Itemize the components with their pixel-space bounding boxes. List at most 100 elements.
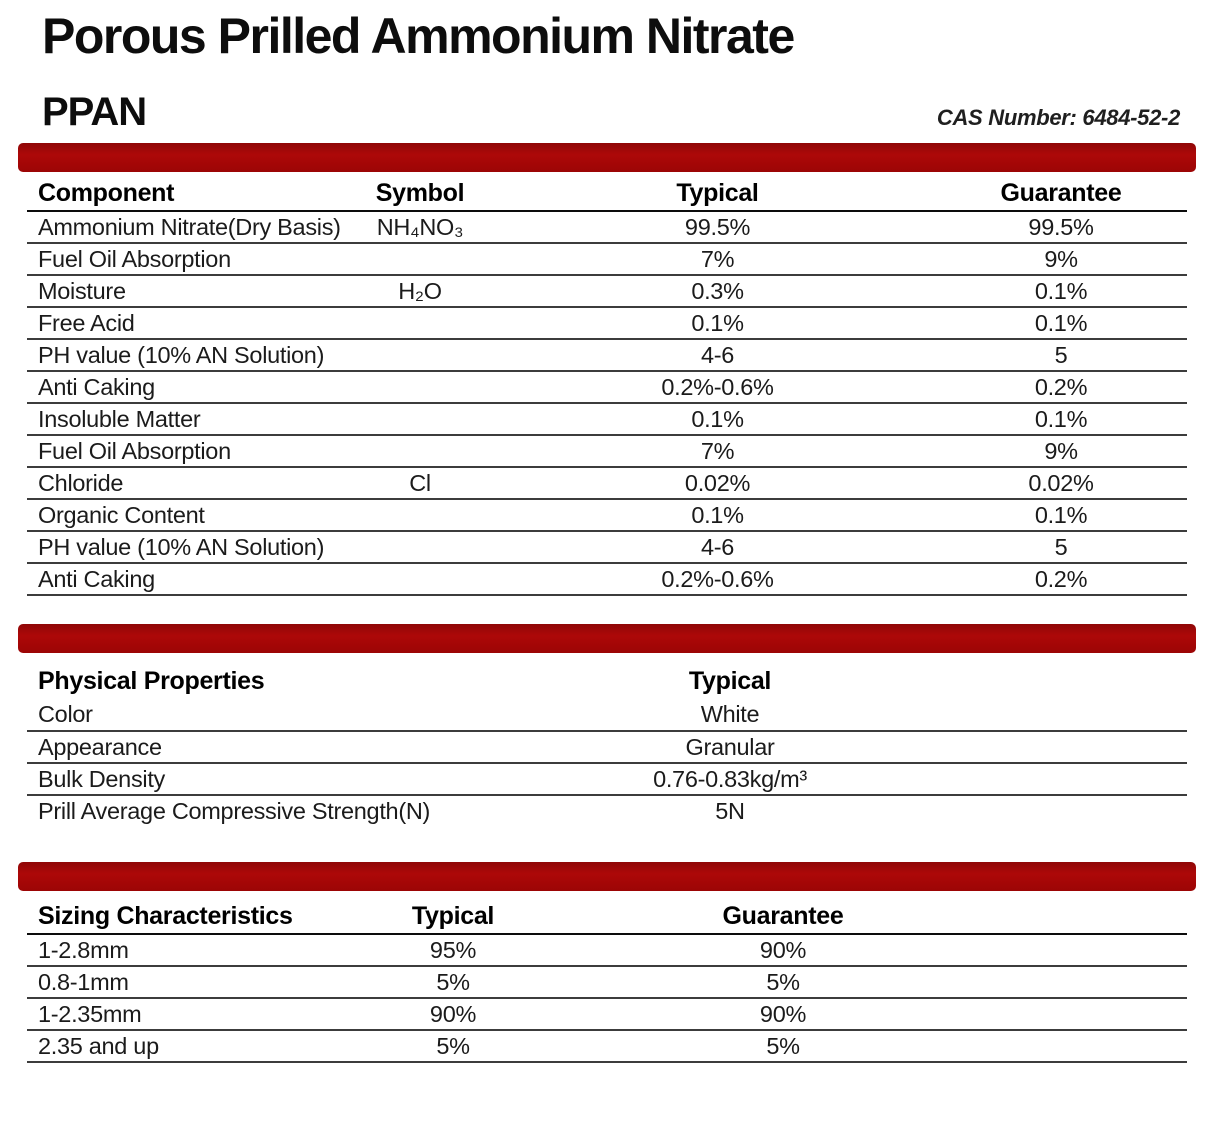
property-cell: Color	[27, 699, 497, 732]
table-row: Organic Content 0.1% 0.1%	[27, 499, 1187, 532]
guarantee-cell: 5%	[566, 1030, 1000, 1063]
guarantee-cell: 0.02%	[935, 467, 1187, 500]
filler-cell	[963, 699, 1187, 732]
table-row: PH value (10% AN Solution) 4-6 5	[27, 339, 1187, 372]
table-row: Free Acid 0.1% 0.1%	[27, 307, 1187, 340]
symbol-cell	[340, 531, 500, 564]
table-row: Color White	[27, 699, 1187, 732]
table-row: Chloride Cl 0.02% 0.02%	[27, 467, 1187, 500]
column-header-typical: Typical	[340, 900, 566, 935]
guarantee-cell: 99.5%	[935, 211, 1187, 244]
filler-cell	[1000, 966, 1187, 999]
typical-cell: 90%	[340, 998, 566, 1031]
guarantee-cell: 90%	[566, 998, 1000, 1031]
table-row: Anti Caking 0.2%-0.6% 0.2%	[27, 371, 1187, 404]
component-cell: Chloride	[27, 467, 340, 500]
typical-cell: 7%	[500, 435, 935, 468]
guarantee-cell: 0.2%	[935, 371, 1187, 404]
property-cell: Appearance	[27, 731, 497, 764]
column-header-guarantee: Guarantee	[566, 900, 1000, 935]
component-cell: Insoluble Matter	[27, 403, 340, 436]
symbol-cell	[340, 307, 500, 340]
column-header-component: Component	[27, 177, 340, 212]
section-divider-bar-sizing	[18, 862, 1196, 891]
typical-cell: 0.1%	[500, 403, 935, 436]
typical-cell: 5N	[715, 798, 745, 824]
filler-cell	[963, 795, 1187, 827]
table-row: Fuel Oil Absorption 7% 9%	[27, 243, 1187, 276]
typical-cell: 0.3%	[500, 275, 935, 308]
table-header-row: Component Symbol Typical Guarantee	[27, 177, 1187, 212]
guarantee-cell: 0.1%	[935, 275, 1187, 308]
table-row: 2.35 and up 5% 5%	[27, 1030, 1187, 1063]
typical-cell: 0.2%-0.6%	[500, 563, 935, 596]
guarantee-cell: 0.1%	[935, 499, 1187, 532]
typical-cell: 95%	[340, 934, 566, 967]
typical-cell: 7%	[500, 243, 935, 276]
filler-cell	[963, 731, 1187, 764]
table-row: Insoluble Matter 0.1% 0.1%	[27, 403, 1187, 436]
filler-cell	[1000, 998, 1187, 1031]
typical-cell: 4-6	[500, 339, 935, 372]
property-cell: Prill Average Compressive Strength(N)	[38, 798, 431, 824]
spec-sheet-page: Porous Prilled Ammonium Nitrate PPAN CAS…	[0, 10, 1210, 1063]
component-cell: PH value (10% AN Solution)	[27, 339, 340, 372]
size-cell: 2.35 and up	[27, 1030, 340, 1063]
filler-column	[1000, 900, 1187, 935]
typical-cell: 0.2%-0.6%	[500, 371, 935, 404]
table-row: 0.8-1mm 5% 5%	[27, 966, 1187, 999]
size-cell: 0.8-1mm	[27, 966, 340, 999]
typical-cell: 5%	[340, 966, 566, 999]
symbol-cell	[340, 499, 500, 532]
filler-cell	[1000, 1030, 1187, 1063]
column-header-symbol: Symbol	[340, 177, 500, 212]
symbol-cell	[340, 563, 500, 596]
typical-cell: 99.5%	[500, 211, 935, 244]
guarantee-cell: 9%	[935, 435, 1187, 468]
symbol-cell: NH₄NO₃	[340, 211, 500, 244]
component-cell: Organic Content	[27, 499, 340, 532]
guarantee-cell: 9%	[935, 243, 1187, 276]
table-row: Bulk Density 0.76-0.83kg/m³	[27, 763, 1187, 796]
guarantee-cell: 5%	[566, 966, 1000, 999]
subtitle-row: PPAN CAS Number: 6484-52-2	[42, 92, 1180, 132]
component-cell: Anti Caking	[27, 563, 340, 596]
typical-cell: 4-6	[500, 531, 935, 564]
property-cell: Bulk Density	[27, 763, 497, 796]
typical-cell: 0.02%	[500, 467, 935, 500]
guarantee-cell: 0.1%	[935, 307, 1187, 340]
component-cell: Fuel Oil Absorption	[27, 435, 340, 468]
table-row: 1-2.8mm 95% 90%	[27, 934, 1187, 967]
component-cell: Fuel Oil Absorption	[27, 243, 340, 276]
table-header-row: Physical Properties Typical	[27, 663, 1187, 699]
page-title: Porous Prilled Ammonium Nitrate	[42, 8, 795, 64]
symbol-cell	[340, 371, 500, 404]
typical-cell: 0.1%	[500, 307, 935, 340]
column-header-sizing-characteristics: Sizing Characteristics	[27, 900, 340, 935]
table-header-row: Sizing Characteristics Typical Guarantee	[27, 900, 1187, 935]
column-header-physical-properties: Physical Properties	[38, 666, 265, 695]
table-row: Fuel Oil Absorption 7% 9%	[27, 435, 1187, 468]
table-row: PH value (10% AN Solution) 4-6 5	[27, 531, 1187, 564]
typical-cell: White	[497, 699, 963, 732]
column-header-typical: Typical	[500, 177, 935, 212]
symbol-cell	[340, 435, 500, 468]
guarantee-cell: 0.2%	[935, 563, 1187, 596]
table-row: Prill Average Compressive Strength(N) 5N	[27, 795, 1187, 827]
table-row: Anti Caking 0.2%-0.6% 0.2%	[27, 563, 1187, 596]
guarantee-cell: 90%	[566, 934, 1000, 967]
typical-cell: 5%	[340, 1030, 566, 1063]
table-row: 1-2.35mm 90% 90%	[27, 998, 1187, 1031]
typical-cell: 0.76-0.83kg/m³	[497, 763, 963, 796]
table-row: Appearance Granular	[27, 731, 1187, 764]
table-row: Moisture H₂O 0.3% 0.1%	[27, 275, 1187, 308]
component-cell: Anti Caking	[27, 371, 340, 404]
component-cell: Ammonium Nitrate(Dry Basis)	[27, 211, 341, 244]
guarantee-cell: 5	[935, 339, 1187, 372]
symbol-cell	[340, 403, 500, 436]
section-divider-bar-components	[18, 143, 1196, 172]
filler-cell	[963, 763, 1187, 796]
component-spec-table: Component Symbol Typical Guarantee Ammon…	[27, 177, 1187, 596]
guarantee-cell: 5	[935, 531, 1187, 564]
guarantee-cell: 0.1%	[935, 403, 1187, 436]
